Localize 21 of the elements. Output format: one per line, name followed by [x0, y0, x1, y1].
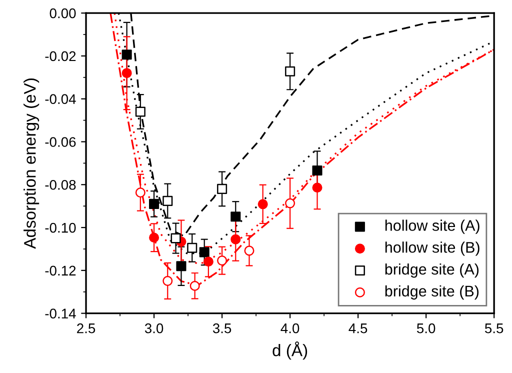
x-tick-label: 5.5 [484, 324, 504, 334]
legend-label: hollow site (A) [385, 220, 480, 234]
legend-label: hollow site (B) [385, 242, 480, 256]
legend-label: bridge site (A) [385, 263, 479, 278]
x-tick-label: 3.5 [212, 323, 232, 334]
y-tick-label: -0.12 [45, 266, 76, 276]
y-tick-label: -0.04 [45, 94, 76, 104]
y-tick-label: -0.02 [45, 51, 76, 62]
y-axis-title: Adsorption energy (eV) [24, 78, 40, 249]
y-tick-label: -0.08 [45, 180, 76, 190]
x-tick-label: 4.5 [348, 324, 368, 334]
x-tick-label: 3.0 [144, 323, 164, 334]
y-tick-label: -0.06 [45, 137, 76, 147]
x-tick-label: 5.0 [416, 323, 436, 334]
legend-label: bridge site (B) [385, 285, 479, 300]
x-tick-label: 4.0 [280, 323, 300, 334]
y-tick-label: 0.00 [50, 8, 76, 18]
x-axis-title: d (Å) [272, 342, 308, 360]
y-tick-label: -0.14 [45, 308, 76, 318]
y-tick-label: -0.10 [45, 222, 76, 233]
x-tick-label: 2.5 [77, 323, 96, 334]
